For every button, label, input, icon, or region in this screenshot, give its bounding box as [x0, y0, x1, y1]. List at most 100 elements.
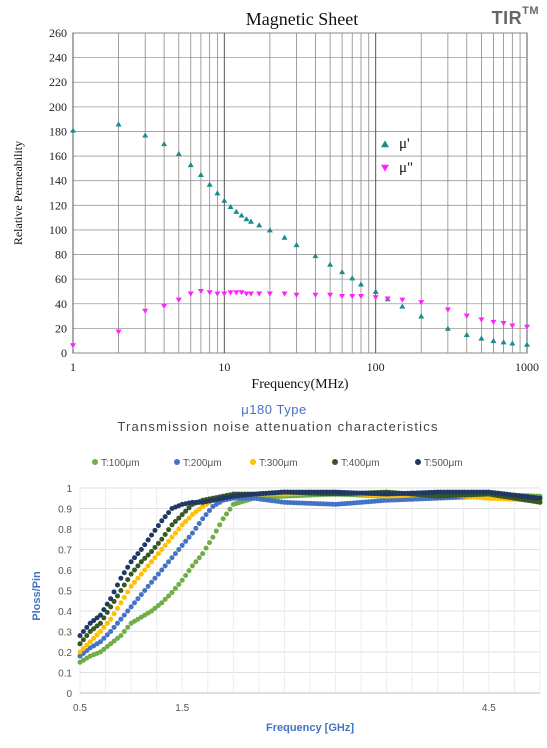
- x-tick-label: 1000: [515, 360, 539, 374]
- data-point: [197, 521, 202, 526]
- data-point: [115, 606, 120, 611]
- legend-marker: [332, 459, 338, 465]
- data-point: [159, 518, 164, 523]
- data-point: [170, 535, 175, 540]
- x-tick-label: 1: [70, 360, 76, 374]
- data-point: [122, 595, 127, 600]
- data-point: [166, 527, 171, 532]
- data-point: [105, 621, 110, 626]
- data-point: [84, 625, 89, 630]
- data-point: [210, 535, 215, 540]
- data-point: [125, 565, 130, 570]
- data-point: [115, 621, 120, 626]
- legend-label: T:500μm: [424, 458, 463, 469]
- data-point: [135, 551, 140, 556]
- data-point: [118, 633, 123, 638]
- data-point: [146, 537, 151, 542]
- data-point: [163, 532, 168, 537]
- data-point: [187, 568, 192, 573]
- data-point: [108, 617, 113, 622]
- data-point: [78, 633, 83, 638]
- data-point: [159, 537, 164, 542]
- noise-attenuation-chart-panel: μ180 Type Transmission noise attenuation …: [0, 398, 547, 748]
- y-tick-label: 200: [49, 100, 67, 114]
- data-point: [173, 586, 178, 591]
- legend-marker: [415, 459, 421, 465]
- y-axis-label: Ploss/Pin: [31, 571, 43, 621]
- y-tick-label: 0.6: [58, 566, 72, 577]
- data-point: [176, 582, 181, 587]
- data-point: [190, 531, 195, 536]
- data-point: [132, 568, 137, 573]
- data-point: [224, 511, 229, 516]
- y-tick-label: 80: [55, 248, 67, 262]
- data-point: [125, 625, 130, 630]
- data-point: [122, 613, 127, 618]
- data-point: [78, 641, 83, 646]
- data-point: [135, 576, 140, 581]
- data-point: [101, 607, 106, 612]
- data-point: [152, 555, 157, 560]
- y-tick-label: 0.9: [58, 505, 72, 516]
- data-point: [197, 555, 202, 560]
- data-point: [115, 583, 120, 588]
- legend-marker: [92, 459, 98, 465]
- plot-area: [73, 33, 527, 353]
- data-point: [135, 563, 140, 568]
- y-tick-label: 260: [49, 26, 67, 40]
- legend-label: μ": [399, 160, 413, 176]
- data-point: [108, 596, 113, 601]
- data-point: [170, 555, 175, 560]
- data-point: [193, 559, 198, 564]
- data-point: [105, 602, 110, 607]
- y-tick-label: 0.7: [58, 546, 72, 557]
- y-tick-label: 40: [55, 297, 67, 311]
- y-tick-label: 60: [55, 272, 67, 286]
- x-tick-label: 0.5: [73, 703, 87, 714]
- data-point: [108, 629, 113, 634]
- data-point: [118, 617, 123, 622]
- data-point: [139, 547, 144, 552]
- legend-label: μ': [399, 136, 410, 152]
- chart-title: μ180 Type: [241, 402, 306, 417]
- data-point: [152, 576, 157, 581]
- y-tick-label: 0.1: [58, 669, 72, 680]
- data-point: [163, 543, 168, 548]
- data-point: [152, 545, 157, 550]
- x-tick-label: 100: [367, 360, 385, 374]
- data-point: [183, 573, 188, 578]
- data-point: [112, 589, 117, 594]
- data-point: [163, 514, 168, 519]
- data-point: [146, 563, 151, 568]
- data-point: [159, 568, 164, 573]
- data-point: [122, 583, 127, 588]
- data-point: [180, 578, 185, 583]
- data-point: [132, 580, 137, 585]
- data-point: [125, 609, 130, 614]
- y-tick-label: 240: [49, 51, 67, 65]
- data-point: [166, 539, 171, 544]
- magnetic-sheet-chart: 0204060801001201401601802002202402601 10 1…: [0, 0, 547, 398]
- data-point: [132, 555, 137, 560]
- y-tick-label: 1: [66, 484, 72, 495]
- legend-label: T:100μm: [101, 458, 140, 469]
- data-point: [187, 535, 192, 540]
- magnetic-sheet-chart-panel: 0 20 40 60 80 100 120 140 160 180 200 220 240 260 1 10 1…: [0, 0, 547, 398]
- data-point: [156, 523, 161, 528]
- data-point: [156, 541, 161, 546]
- data-point: [81, 637, 86, 642]
- data-point: [142, 588, 147, 593]
- data-point: [538, 496, 543, 501]
- data-point: [149, 533, 154, 538]
- y-tick-label: 0.5: [58, 587, 72, 598]
- data-point: [129, 572, 134, 577]
- y-axis-label: Relative Permeability: [11, 141, 25, 245]
- data-point: [112, 625, 117, 630]
- y-tick-label: 0.3: [58, 628, 72, 639]
- x-axis-label: Frequency [GHz]: [266, 722, 354, 734]
- data-point: [149, 549, 154, 554]
- data-point: [173, 551, 178, 556]
- data-point: [118, 600, 123, 605]
- data-point: [207, 540, 212, 545]
- data-point: [217, 522, 222, 527]
